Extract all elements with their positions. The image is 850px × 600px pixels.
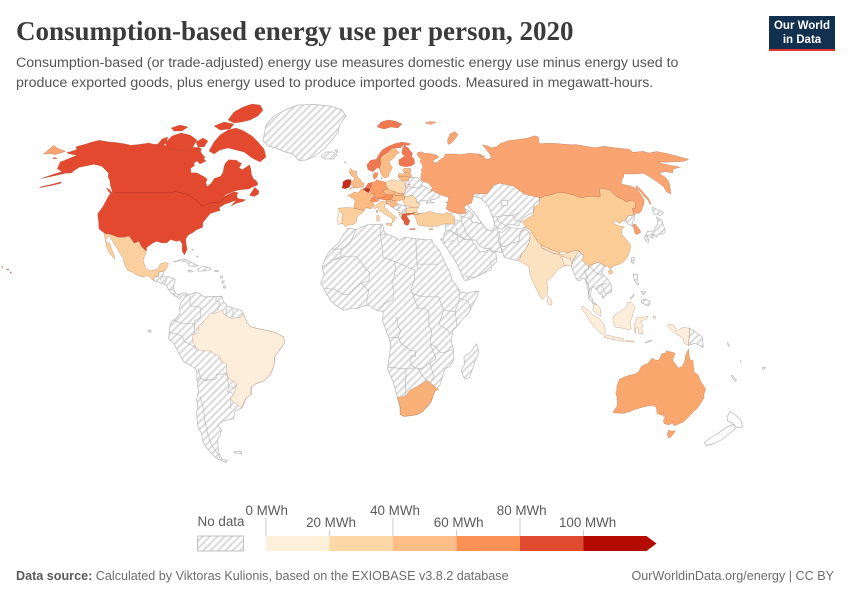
svg-text:80 MWh: 80 MWh: [497, 503, 547, 518]
svg-text:0 MWh: 0 MWh: [245, 503, 287, 518]
svg-text:40 MWh: 40 MWh: [370, 503, 420, 518]
svg-text:60 MWh: 60 MWh: [434, 515, 484, 530]
svg-text:20 MWh: 20 MWh: [306, 515, 356, 530]
svg-text:100 MWh: 100 MWh: [559, 515, 616, 530]
svg-text:No data: No data: [198, 514, 245, 529]
